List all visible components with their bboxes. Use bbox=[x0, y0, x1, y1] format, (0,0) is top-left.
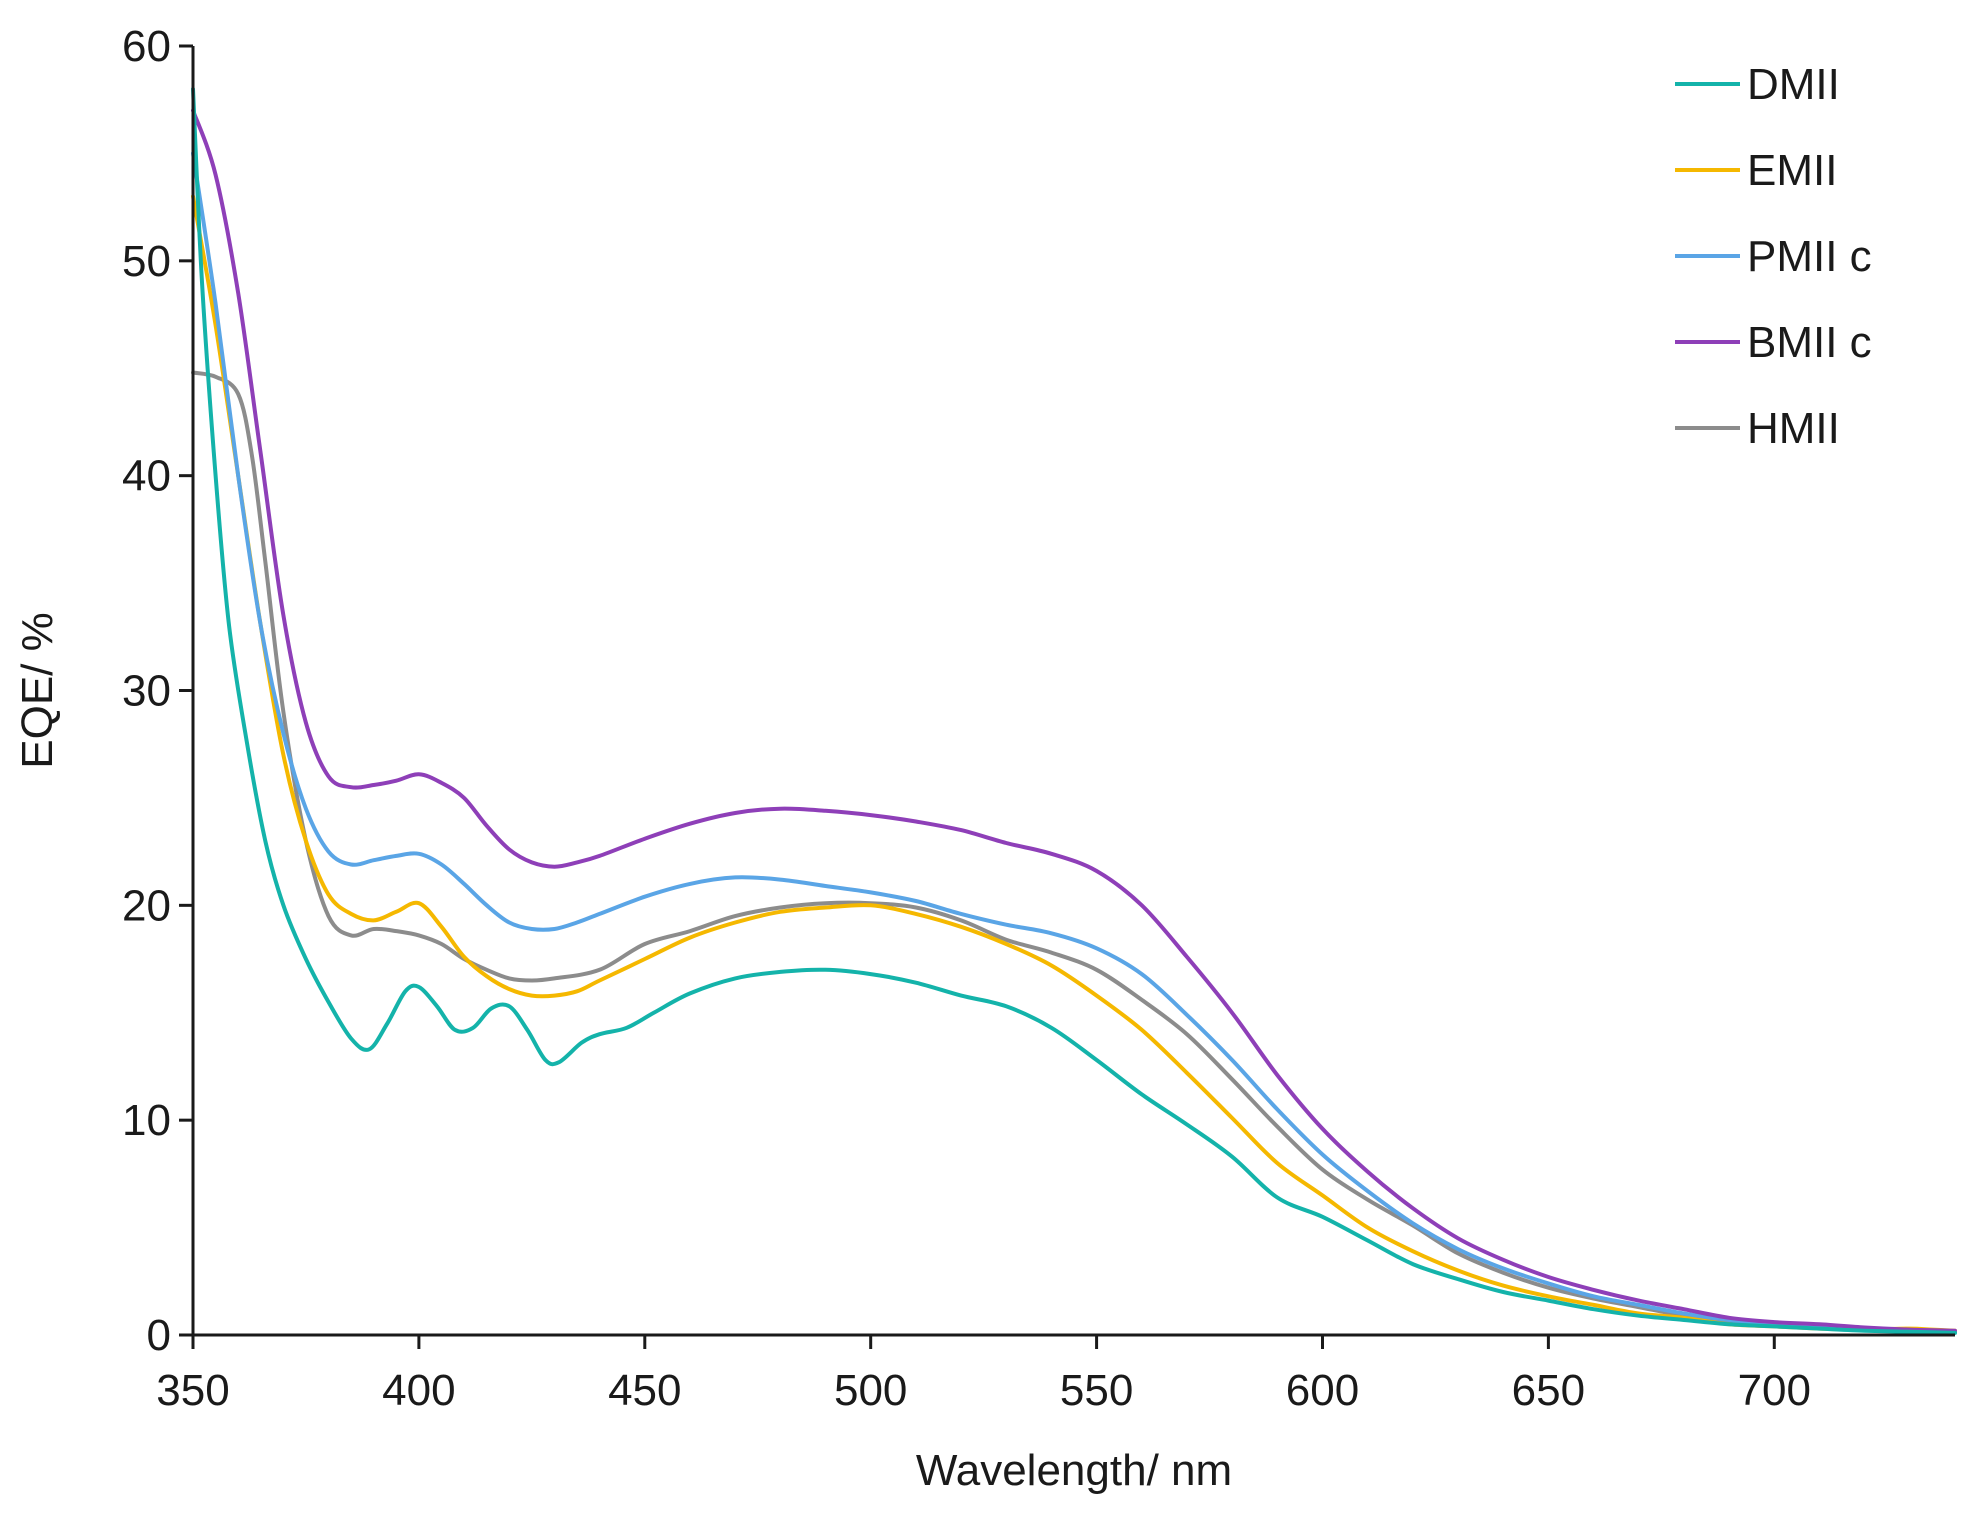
series-line-pmii-c bbox=[191, 151, 1957, 1334]
x-tick-label: 350 bbox=[156, 1366, 229, 1415]
y-tick-label: 60 bbox=[122, 22, 171, 71]
x-tick-label: 600 bbox=[1286, 1366, 1359, 1415]
series-line-dmii bbox=[191, 87, 1957, 1335]
series-lines bbox=[191, 87, 1957, 1335]
x-tick-label: 550 bbox=[1060, 1366, 1133, 1415]
y-axis-title: EQE/ % bbox=[13, 612, 62, 769]
y-tick-label: 10 bbox=[122, 1096, 171, 1145]
legend-label: DMII bbox=[1747, 60, 1840, 109]
legend-label: EMII bbox=[1747, 146, 1837, 195]
legend: DMII EMII PMII c BMII c HMII bbox=[1675, 60, 1872, 453]
series-line-hmii bbox=[191, 370, 1957, 1334]
x-tick-label: 450 bbox=[608, 1366, 681, 1415]
y-tick-label: 0 bbox=[147, 1311, 171, 1360]
x-tick-label: 500 bbox=[834, 1366, 907, 1415]
y-tick-label: 40 bbox=[122, 452, 171, 501]
x-axis-title: Wavelength/ nm bbox=[916, 1446, 1232, 1495]
x-tick-label: 400 bbox=[382, 1366, 455, 1415]
y-axis-ticks: 0 10 20 30 40 50 60 bbox=[122, 22, 193, 1360]
y-tick-label: 50 bbox=[122, 237, 171, 286]
legend-item-emii: EMII bbox=[1675, 146, 1837, 195]
axes: 0 10 20 30 40 50 60 350 400 450 500 550 600 650 700 bbox=[122, 22, 1955, 1415]
y-tick-label: 30 bbox=[122, 667, 171, 716]
legend-label: BMII c bbox=[1747, 318, 1872, 367]
legend-item-dmii: DMII bbox=[1675, 60, 1840, 109]
legend-label: HMII bbox=[1747, 404, 1840, 453]
legend-label: PMII c bbox=[1747, 232, 1872, 281]
legend-item-pmii-c: PMII c bbox=[1675, 232, 1872, 281]
legend-item-bmii-c: BMII c bbox=[1675, 318, 1872, 367]
legend-item-hmii: HMII bbox=[1675, 404, 1840, 453]
series-line-bmii-c bbox=[191, 108, 1957, 1333]
x-tick-label: 650 bbox=[1512, 1366, 1585, 1415]
y-tick-label: 20 bbox=[122, 881, 171, 930]
x-axis-ticks: 350 400 450 500 550 600 650 700 bbox=[156, 1335, 1811, 1415]
x-tick-label: 700 bbox=[1738, 1366, 1811, 1415]
series-line-emii bbox=[191, 194, 1957, 1333]
